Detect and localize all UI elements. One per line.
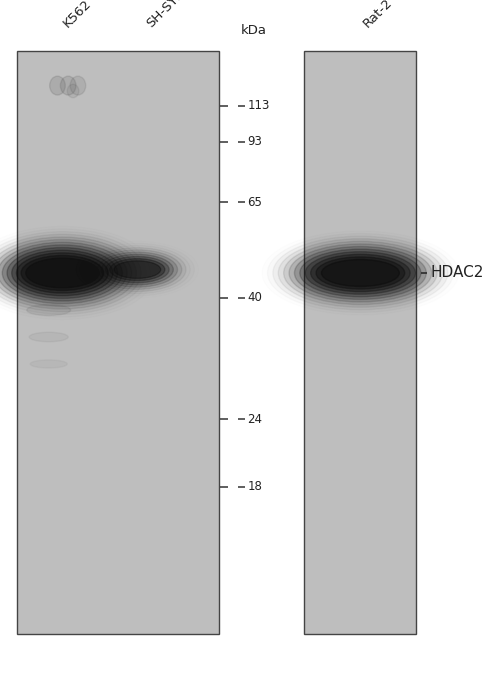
Ellipse shape (60, 76, 76, 95)
Text: kDa: kDa (241, 24, 267, 37)
Text: Rat-2: Rat-2 (360, 0, 394, 30)
Ellipse shape (114, 261, 161, 278)
Ellipse shape (295, 247, 426, 299)
Ellipse shape (321, 259, 399, 286)
Ellipse shape (29, 332, 68, 342)
Ellipse shape (26, 258, 99, 288)
Ellipse shape (12, 250, 113, 296)
Ellipse shape (0, 235, 141, 311)
Ellipse shape (21, 255, 104, 290)
Ellipse shape (283, 241, 437, 305)
Text: K562: K562 (61, 0, 94, 30)
Ellipse shape (97, 252, 178, 287)
Ellipse shape (300, 249, 421, 297)
Ellipse shape (110, 259, 165, 280)
Ellipse shape (305, 251, 415, 295)
Ellipse shape (289, 244, 431, 302)
Ellipse shape (278, 239, 443, 307)
Ellipse shape (101, 254, 173, 285)
Ellipse shape (27, 305, 71, 315)
Ellipse shape (0, 242, 127, 304)
Ellipse shape (89, 248, 186, 291)
Ellipse shape (316, 257, 405, 289)
Ellipse shape (311, 254, 410, 292)
Text: SH-SY5Y: SH-SY5Y (144, 0, 192, 30)
Ellipse shape (2, 245, 122, 301)
Ellipse shape (93, 250, 182, 289)
Ellipse shape (67, 84, 79, 98)
FancyBboxPatch shape (17, 51, 219, 634)
Ellipse shape (70, 76, 86, 95)
FancyBboxPatch shape (304, 51, 416, 634)
Ellipse shape (0, 237, 136, 309)
Ellipse shape (17, 253, 108, 293)
Ellipse shape (0, 239, 131, 306)
Ellipse shape (30, 360, 67, 368)
Text: HDAC2: HDAC2 (431, 266, 485, 280)
Text: 113: 113 (247, 99, 270, 113)
Text: 24: 24 (247, 412, 262, 426)
Text: 65: 65 (247, 195, 262, 209)
Ellipse shape (50, 76, 65, 95)
Ellipse shape (106, 256, 169, 283)
Ellipse shape (7, 247, 118, 299)
Text: 18: 18 (247, 480, 262, 493)
Text: 40: 40 (247, 291, 262, 305)
Text: 93: 93 (247, 135, 262, 148)
